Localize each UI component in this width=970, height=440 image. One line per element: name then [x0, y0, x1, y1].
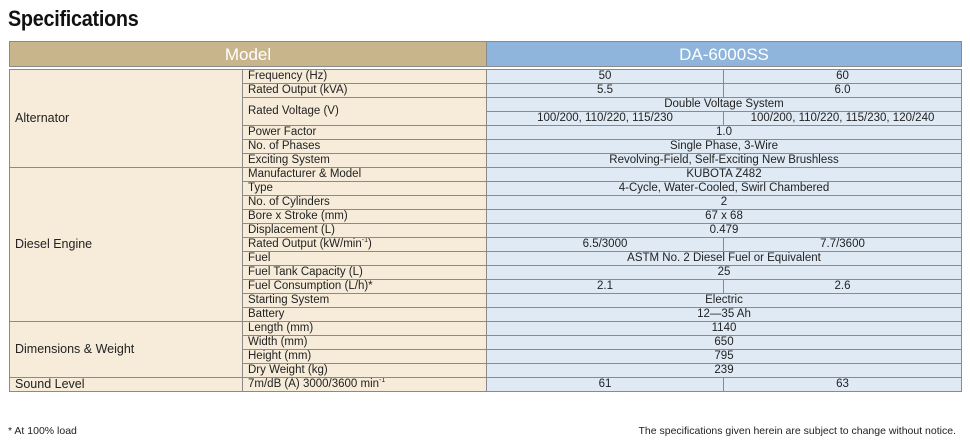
- label-superscript: -1: [361, 237, 368, 245]
- row-value: Revolving-Field, Self-Exciting New Brush…: [486, 153, 962, 168]
- row-label: Rated Output (kVA): [242, 83, 487, 98]
- row-value: 25: [486, 265, 962, 280]
- row-value: 5.5: [486, 83, 724, 98]
- table-row: Fuel ASTM No. 2 Diesel Fuel or Equivalen…: [10, 251, 962, 266]
- table-row: No. of Cylinders 2: [10, 195, 962, 210]
- row-label: Rated Output (kW/min-1): [242, 237, 487, 252]
- row-value: 2.1: [486, 279, 724, 294]
- label-text-end: ): [368, 238, 372, 251]
- row-value: 1.0: [486, 125, 962, 140]
- row-value: Single Phase, 3-Wire: [486, 139, 962, 154]
- model-header: Model: [9, 41, 487, 67]
- row-value: 63: [723, 377, 962, 392]
- row-label: Height (mm): [242, 349, 487, 364]
- row-value: 67 x 68: [486, 209, 962, 224]
- row-label: No. of Phases: [242, 139, 487, 154]
- page-title: Specifications: [8, 6, 139, 31]
- group-sound-level: Sound Level: [9, 377, 243, 392]
- row-label: Type: [242, 181, 487, 196]
- row-value: 50: [486, 69, 724, 84]
- row-label: Fuel Consumption (L/h)*: [242, 279, 487, 294]
- table-row: Sound Level 7m/dB (A) 3000/3600 min-1 61…: [9, 377, 962, 392]
- row-value: 12—35 Ah: [486, 307, 962, 322]
- row-label: Exciting System: [242, 153, 487, 168]
- row-label: No. of Cylinders: [242, 195, 487, 210]
- row-value: 4-Cycle, Water-Cooled, Swirl Chambered: [486, 181, 962, 196]
- model-name-header: DA-6000SS: [486, 41, 962, 67]
- row-value: 61: [486, 377, 724, 392]
- table-row: Height (mm) 795: [10, 349, 962, 364]
- row-label: Starting System: [242, 293, 487, 308]
- group-diesel-engine: Diesel Engine: [9, 167, 243, 322]
- row-label: Frequency (Hz): [242, 69, 487, 84]
- disclaimer: The specifications given herein are subj…: [638, 425, 956, 437]
- table-row: Power Factor 1.0: [10, 125, 962, 140]
- row-label: Power Factor: [242, 125, 487, 140]
- group-dimensions-weight: Dimensions & Weight: [9, 321, 243, 378]
- row-label: Fuel Tank Capacity (L): [242, 265, 487, 280]
- row-value: KUBOTA Z482: [486, 167, 962, 182]
- specifications-table: Model DA-6000SS Alternator Frequency (Hz…: [9, 41, 962, 392]
- row-value: 2.6: [723, 279, 962, 294]
- row-value: 7.7/3600: [723, 237, 962, 252]
- table-row: Rated Voltage (V) Double Voltage System: [10, 97, 962, 126]
- row-value: 100/200, 110/220, 115/230, 120/240: [723, 111, 962, 126]
- row-value: 0.479: [486, 223, 962, 238]
- label-superscript: -1: [379, 377, 386, 385]
- row-value: 239: [486, 363, 962, 378]
- table-row: No. of Phases Single Phase, 3-Wire: [10, 139, 962, 154]
- table-row: Alternator Frequency (Hz) 50 60: [9, 69, 962, 168]
- row-label: Dry Weight (kg): [242, 363, 487, 378]
- footnote: * At 100% load: [8, 425, 77, 437]
- row-label: Battery: [242, 307, 487, 322]
- table-row: Battery 12—35 Ah: [10, 307, 962, 322]
- row-value: 6.0: [723, 83, 962, 98]
- table-row: Exciting System Revolving-Field, Self-Ex…: [10, 153, 962, 168]
- table-row: Width (mm) 650: [10, 335, 962, 350]
- row-value: 2: [486, 195, 962, 210]
- row-label: Manufacturer & Model: [242, 167, 487, 182]
- table-row: Dry Weight (kg) 239: [10, 363, 962, 378]
- row-value: 650: [486, 335, 962, 350]
- table-row: Diesel Engine Manufacturer & Model KUBOT…: [9, 167, 962, 322]
- row-value: Double Voltage System: [486, 97, 962, 112]
- row-label: Bore x Stroke (mm): [242, 209, 487, 224]
- group-alternator: Alternator: [9, 69, 243, 168]
- row-value: ASTM No. 2 Diesel Fuel or Equivalent: [486, 251, 962, 266]
- row-value: 795: [486, 349, 962, 364]
- table-row: Dimensions & Weight Length (mm) 1140: [9, 321, 962, 378]
- row-label: Displacement (L): [242, 223, 487, 238]
- row-value: 100/200, 110/220, 115/230: [486, 111, 724, 126]
- label-text: 7m/dB (A) 3000/3600 min: [248, 378, 380, 391]
- label-text: Rated Output (kW/min: [248, 238, 362, 251]
- table-row: Displacement (L) 0.479: [10, 223, 962, 238]
- row-value: 60: [723, 69, 962, 84]
- row-value: Electric: [486, 293, 962, 308]
- row-label: Rated Voltage (V): [242, 97, 487, 126]
- row-label: 7m/dB (A) 3000/3600 min-1: [242, 377, 487, 392]
- row-value: 1140: [486, 321, 962, 336]
- row-label: Width (mm): [242, 335, 487, 350]
- row-value: 6.5/3000: [486, 237, 724, 252]
- row-label: Length (mm): [242, 321, 487, 336]
- table-header-row: Model DA-6000SS: [9, 41, 962, 67]
- row-label: Fuel: [242, 251, 487, 266]
